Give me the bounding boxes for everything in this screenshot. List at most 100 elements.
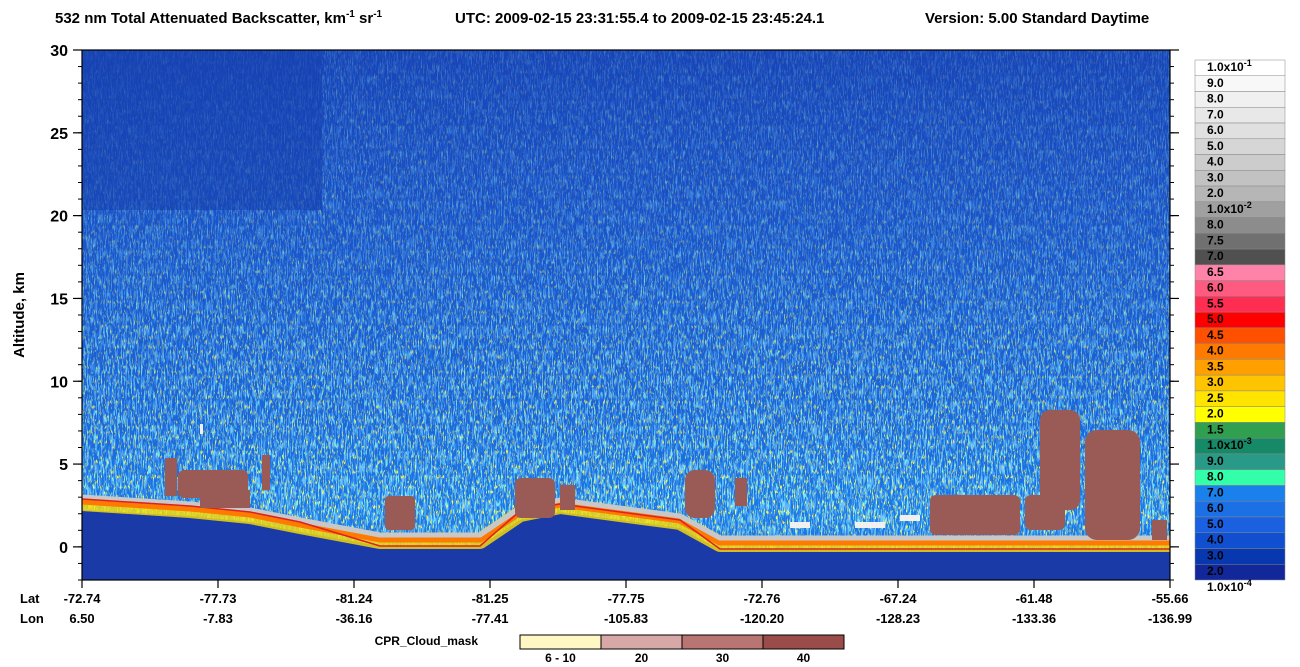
lat-label: -55.66	[1152, 591, 1189, 606]
colorbar-label-exp: -3	[1244, 436, 1252, 446]
colorbar-label: 7.0	[1207, 249, 1224, 263]
colorbar-label-text: 7.0	[1207, 107, 1224, 121]
colorbar-label-text: 3.0	[1207, 548, 1224, 562]
colorbar-label-text: 2.0	[1207, 564, 1224, 578]
legend-label: 30	[716, 651, 730, 665]
colorbar-label: 4.5	[1207, 328, 1224, 342]
title-exp: -1	[346, 9, 355, 20]
lon-label: -105.83	[604, 611, 648, 626]
colorbar-swatch	[1194, 563, 1286, 581]
lat-label: -61.48	[1016, 591, 1053, 606]
y-tick-label: 15	[50, 291, 68, 308]
colorbar-label: 6.0	[1207, 123, 1224, 137]
colorbar-label-text: 9.0	[1207, 76, 1224, 90]
colorbar-label-text: 6.0	[1207, 123, 1224, 137]
colorbar-label: 2.5	[1207, 391, 1224, 405]
colorbar-label: 2.0	[1207, 407, 1224, 421]
lat-label: -77.73	[200, 591, 237, 606]
colorbar-label: 3.0	[1207, 170, 1224, 184]
y-tick-label: 5	[59, 457, 68, 474]
backscatter-image	[81, 50, 1170, 580]
colorbar-label: 5.0	[1207, 139, 1224, 153]
legend-swatch	[681, 634, 764, 650]
colorbar-label-text: 5.0	[1207, 312, 1224, 326]
colorbar-label-text: 7.0	[1207, 485, 1224, 499]
colorbar-label-text: 3.0	[1207, 170, 1224, 184]
lon-label: -7.83	[203, 611, 233, 626]
colorbar-label-text: 6.5	[1207, 265, 1224, 279]
colorbar-label-exp: -2	[1244, 200, 1252, 210]
lat-label: -72.74	[64, 591, 102, 606]
colorbar-label-exp: -4	[1244, 578, 1252, 588]
lon-label: -136.99	[1148, 611, 1192, 626]
title-text: sr	[355, 10, 374, 27]
colorbar-label-text: 1.0x10	[1207, 438, 1244, 452]
legend-label: 40	[797, 651, 811, 665]
colorbar-label-text: 3.0	[1207, 375, 1224, 389]
colorbar-label-text: 5.5	[1207, 296, 1224, 310]
lon-label: -36.16	[336, 611, 373, 626]
colorbar-label-text: 6.0	[1207, 281, 1224, 295]
colorbar-label: 1.0x10-1	[1207, 58, 1252, 74]
colorbar-label: 1.5	[1207, 422, 1224, 436]
utc-range: UTC: 2009-02-15 23:31:55.4 to 2009-02-15…	[455, 10, 824, 27]
colorbar-label: 3.0	[1207, 375, 1224, 389]
colorbar-label-text: 4.0	[1207, 155, 1224, 169]
y-tick-label: 25	[50, 126, 68, 143]
colorbar-label-text: 7.5	[1207, 233, 1224, 247]
colorbar-label: 1.0x10-2	[1207, 200, 1252, 216]
colorbar-label: 2.0	[1207, 564, 1224, 578]
lat-label: -72.76	[744, 591, 781, 606]
colorbar-label-text: 5.0	[1207, 517, 1224, 531]
chart-title: 532 nm Total Attenuated Backscatter, km-…	[55, 9, 383, 27]
colorbar-label: 7.5	[1207, 233, 1224, 247]
y-tick-label: 10	[50, 374, 68, 391]
colorbar-label: 9.0	[1207, 76, 1224, 90]
colorbar-label-text: 1.5	[1207, 422, 1224, 436]
colorbar-label-text: 1.0x10	[1207, 202, 1244, 216]
colorbar-label: 2.0	[1207, 186, 1224, 200]
lon-label: -120.20	[740, 611, 784, 626]
colorbar-label-text: 5.0	[1207, 139, 1224, 153]
lat-label: -77.75	[608, 591, 645, 606]
colorbar-label: 7.0	[1207, 485, 1224, 499]
colorbar-label-text: 4.0	[1207, 533, 1224, 547]
y-axis-label: Altitude, km	[11, 272, 28, 358]
colorbar-label-text: 6.0	[1207, 501, 1224, 515]
colorbar-label: 6.0	[1207, 281, 1224, 295]
y-tick-label: 0	[59, 540, 68, 557]
colorbar-label-text: 1.0x10	[1207, 60, 1244, 74]
title-exp: -1	[373, 9, 382, 20]
lon-label: -128.23	[876, 611, 920, 626]
colorbar-label-text: 8.0	[1207, 470, 1224, 484]
colorbar-label: 5.0	[1207, 312, 1224, 326]
lon-label: -133.36	[1012, 611, 1056, 626]
colorbar-label: 8.0	[1207, 92, 1224, 106]
colorbar-label: 4.0	[1207, 533, 1224, 547]
x-row-label: Lat	[20, 591, 40, 606]
colorbar-label: 8.0	[1207, 470, 1224, 484]
colorbar-label: 1.0x10-4	[1207, 578, 1252, 594]
colorbar-label: 3.5	[1207, 359, 1224, 373]
colorbar-label-text: 8.0	[1207, 218, 1224, 232]
colorbar-label-text: 2.5	[1207, 391, 1224, 405]
colorbar-label-text: 9.0	[1207, 454, 1224, 468]
lon-label: 6.50	[69, 611, 94, 626]
colorbar-label: 5.0	[1207, 517, 1224, 531]
lat-label: -81.24	[336, 591, 374, 606]
colorbar-label: 4.0	[1207, 155, 1224, 169]
colorbar-label: 3.0	[1207, 548, 1224, 562]
version: Version: 5.00 Standard Daytime	[925, 10, 1149, 27]
lat-label: -81.25	[472, 591, 509, 606]
colorbar-label: 6.5	[1207, 265, 1224, 279]
y-tick-label: 30	[50, 43, 68, 60]
lon-label: -77.41	[472, 611, 509, 626]
lat-label: -67.24	[880, 591, 918, 606]
colorbar-label: 9.0	[1207, 454, 1224, 468]
colorbar-label: 1.0x10-3	[1207, 436, 1252, 452]
colorbar-label-text: 2.0	[1207, 186, 1224, 200]
colorbar-label: 6.0	[1207, 501, 1224, 515]
colorbar-label-text: 2.0	[1207, 407, 1224, 421]
x-row-label: Lon	[20, 611, 44, 626]
